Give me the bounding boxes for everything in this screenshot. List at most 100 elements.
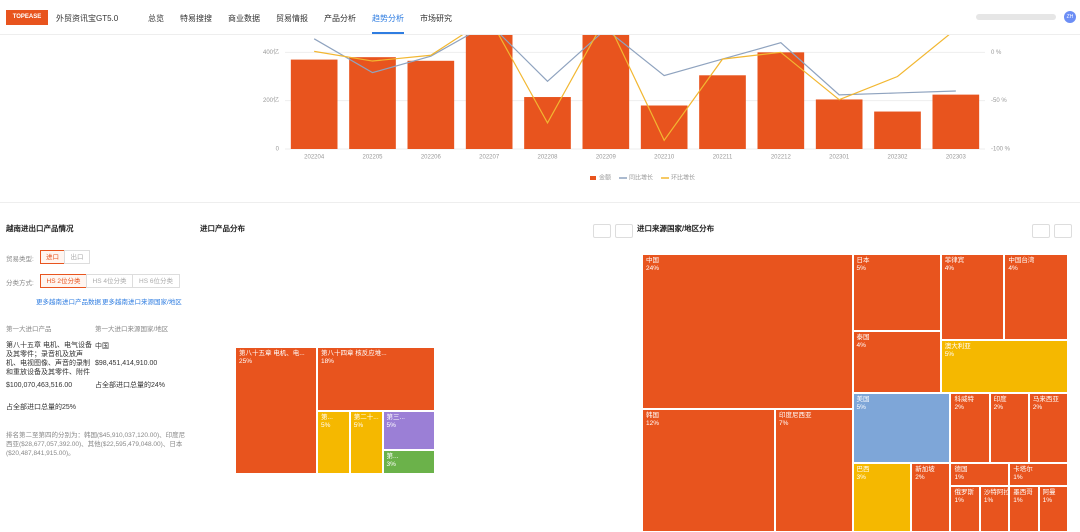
cell-name: 泰国 [856,334,870,342]
class-button[interactable]: HS 4位分类 [86,274,133,288]
treemap-cell[interactable]: 韩国 12% [642,409,775,532]
legend-swatch [590,176,596,180]
x-tick-label: 202209 [596,155,617,161]
cell-name: 德国 [954,465,968,473]
treemap-cell[interactable]: 中国 24% [642,254,853,410]
x-tick-label: 202212 [771,155,792,161]
logo[interactable]: TOPEASE [6,10,48,25]
plot [290,35,980,150]
note: 排名第二至第四的分别为：韩国($45,910,037,120.00)、印度尼西亚… [6,432,186,457]
refresh-button[interactable] [1032,224,1050,238]
legend-label: 金额 [599,174,611,182]
cell-name: 马来西亚 [1032,396,1059,403]
treemap-cell[interactable]: 第... 5% [316,410,350,474]
treemap-cell[interactable]: 阿曼 1% [1038,485,1068,532]
bar [815,99,863,149]
bar [349,57,396,149]
cell-name: 印度尼西亚 [778,412,812,420]
cell-label: 5% [386,421,396,429]
treemap-cell[interactable]: 俄罗斯 1% [950,485,980,532]
chart-button[interactable] [615,224,633,238]
refresh-button[interactable] [593,224,611,238]
menu-item[interactable]: 商业数据 [228,14,260,23]
source-amount: $98,451,414,910.00 [95,360,158,367]
cell-name: 墨西哥 [1013,488,1033,496]
menu-item[interactable]: 特易搜搜 [180,14,212,23]
cell-label: 2% [915,473,925,481]
avatar[interactable]: ZH [1064,11,1076,23]
treemap-cell[interactable]: 科威特 2% [950,393,990,463]
class-button[interactable]: HS 2位分类 [40,274,87,288]
cell-name: 俄罗斯 [954,488,974,496]
cell-label: 25% [239,358,253,365]
treemap-cell[interactable]: 马来西亚 2% [1028,393,1068,463]
treemap-cell[interactable]: 第... 3% [382,450,435,474]
bar [582,35,630,150]
treemap-cell[interactable]: 日本 5% [852,254,941,332]
treemap-cell[interactable]: 中国台湾 4% [1004,254,1068,340]
menu-item[interactable]: 产品分析 [324,14,356,23]
cell-label: 1% [954,496,964,504]
download-button[interactable] [1054,224,1072,238]
treemap-cell[interactable]: 印度尼西亚 7% [774,409,853,532]
treemap-cell[interactable]: 第二十... 5% [349,410,383,474]
cell-label: 1% [1013,473,1023,481]
class-button[interactable]: HS 6位分类 [132,274,180,288]
bar [757,52,805,149]
treemap-cell[interactable]: 墨西哥 1% [1009,485,1039,532]
x-tick-label: 202204 [304,155,325,161]
treemap-cell[interactable]: 美国 5% [852,393,951,463]
cell-name: 韩国 [646,412,659,420]
link[interactable]: 更多越南进口来源国家/地区 [102,299,182,306]
y-tick-label: 0 [276,147,280,153]
treemap-cell[interactable]: 印度 2% [989,393,1029,463]
treemap-cell[interactable]: 第八十五章 电机、电... 25% [235,347,317,474]
trade-type-button[interactable]: 进口 [40,250,65,264]
cell-name: 第... [320,413,333,421]
cell-name: 澳大利亚 [944,342,971,350]
trade-type-button[interactable]: 出口 [64,250,90,264]
cell-label: 5% [320,421,331,429]
treemap-cell[interactable]: 新加坡 2% [911,462,951,532]
top-product: 第八十五章 电机、电气设备及其零件；录音机及放声机、电视图像、声音的录制和重放设… [6,342,92,376]
y2-tick-label: 0 % [991,50,1002,56]
treemap-cell[interactable]: 菲律宾 4% [940,254,1005,340]
combo-chart: 0 200亿 400亿 0 % -50 % -100 % 202204 202205 20220… [263,35,1011,182]
y2-tick-label: -100 % [991,147,1011,153]
menu-item[interactable]: 贸易情报 [276,14,308,23]
link[interactable]: 更多越南进口产品数据 [36,299,101,306]
treemap-cell[interactable]: 第三... 5% [382,410,435,451]
cell-label: 3% [856,473,866,481]
x-tick-label: 202208 [537,155,558,161]
cell-name: 美国 [856,396,870,403]
y-tick-label: 400亿 [263,48,279,56]
y-tick-label: 200亿 [263,96,279,104]
cell-name: 沙特阿拉伯 [983,488,1010,496]
menu-item[interactable]: 趋势分析 [372,13,404,34]
x-tick-label: 202207 [479,155,500,161]
bar [465,35,513,150]
treemap-cell[interactable]: 德国 1% [950,462,1010,486]
treemap-cell[interactable]: 巴西 3% [852,462,912,532]
menu-item[interactable]: 市场研究 [420,14,452,23]
cell-label: 2% [1032,404,1043,411]
treemap-cell[interactable]: 第八十四章 核反应堆... 18% [316,347,435,411]
bar [699,75,746,149]
menu-item[interactable]: 总览 [148,14,164,23]
bar [407,60,455,149]
treemap-cell[interactable]: 泰国 4% [852,331,941,393]
cell-name: 第... [386,453,399,461]
cell-label: 1% [954,473,964,481]
treemap-cell[interactable]: 沙特阿拉伯1% [979,485,1010,532]
treemap-cell[interactable]: 澳大利亚 5% [940,339,1068,393]
menu: 总览 特易搜搜 商业数据 贸易情报 产品分析 趋势分析 市场研究 [148,13,452,34]
cell-name: 日本 [856,257,870,264]
source-treemap: 中国 24% 韩国 12% 印度尼西亚 7% 日本 5% 泰国 4% 菲律宾 4% 中国台湾 4% 澳大利亚… [642,254,1068,532]
cell-label: 1% [1042,496,1053,504]
nav-bar: TOPEASE 外贸资讯宝GT5.0 总览 特易搜搜 商业数据 贸易情报 产品分析 趋势分… [0,0,1080,35]
bar [290,59,338,149]
cell-label: 7% [778,420,789,428]
treemap-cell[interactable]: 卡塔尔 1% [1009,462,1068,486]
source-share: 占全部进口总量的24% [95,382,166,389]
